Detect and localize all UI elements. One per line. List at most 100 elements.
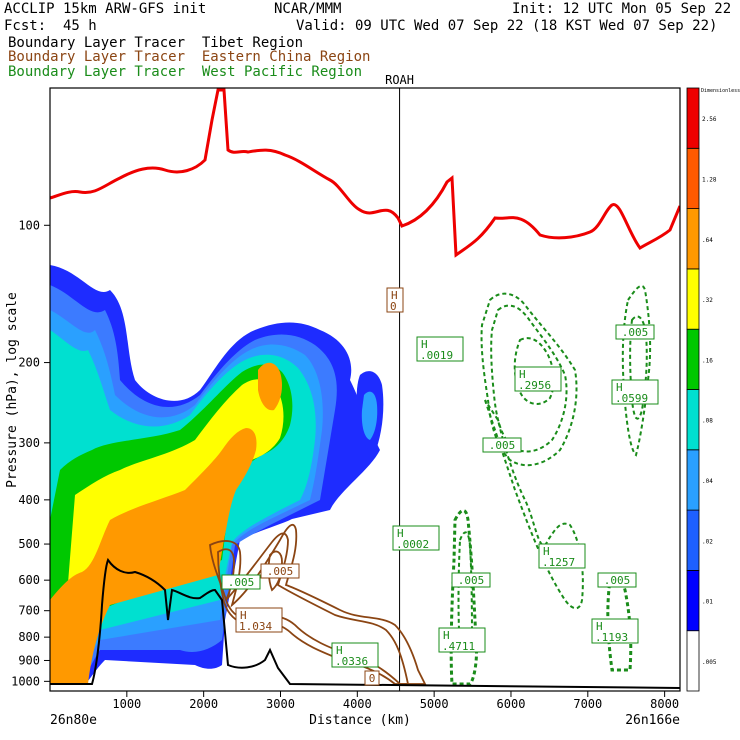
contour-label-box xyxy=(260,563,300,579)
contour-label-box xyxy=(591,618,639,644)
contour-label-box xyxy=(438,627,486,653)
contour-label: H.2956 xyxy=(514,366,562,392)
x-tick-label: 3000 xyxy=(266,697,295,711)
tibet-tracer-contours xyxy=(50,265,384,684)
contour-label-value: .005 xyxy=(622,326,649,339)
x-tick-label: 5000 xyxy=(420,697,449,711)
x-tick-label: 6000 xyxy=(497,697,526,711)
contour-label-box xyxy=(392,525,440,551)
contour-label: .005 xyxy=(615,324,655,340)
y-tick-label: 300 xyxy=(18,436,40,450)
tracer-upper-orange xyxy=(258,362,282,411)
contour-label-h: H xyxy=(596,620,603,633)
contour-label-value: .2956 xyxy=(518,379,551,392)
colorbar-level-label: .04 xyxy=(702,478,713,485)
terrain-line xyxy=(50,557,681,689)
contour-label-box xyxy=(364,670,380,686)
y-tick-label: 900 xyxy=(18,653,40,667)
init-time: Init: 12 UTC Mon 05 Sep 22 xyxy=(512,1,732,17)
contour-label-h: H xyxy=(519,368,526,381)
contour-label-h: H xyxy=(240,609,247,622)
y-tick-label: 200 xyxy=(18,356,40,370)
contour-label: H.0002 xyxy=(392,525,440,551)
plot-frame xyxy=(49,87,681,692)
colorbar-level-label: 2.56 xyxy=(702,116,717,123)
contour-label-value: .005 xyxy=(489,439,516,452)
contour-label: H.0019 xyxy=(416,336,464,362)
contour-label: 0 xyxy=(364,670,380,686)
contour-label-box xyxy=(482,437,522,453)
x-end-label: 26n166e xyxy=(625,713,680,728)
colorbar-segment xyxy=(686,389,700,451)
colorbar-segment xyxy=(686,208,700,270)
y-tick-label: 400 xyxy=(18,493,40,507)
colorbar-segment xyxy=(686,509,700,571)
contour-label-value: .005 xyxy=(228,576,255,589)
contour-label-value: .1257 xyxy=(542,556,575,569)
contour-label-box xyxy=(611,379,659,405)
contour-label: .005 xyxy=(260,563,300,579)
x-start-label: 26n80e xyxy=(50,713,97,728)
contour-label-box xyxy=(416,336,464,362)
contour-label: H.4711 xyxy=(438,627,486,653)
contour-label: H.1257 xyxy=(538,543,586,569)
contour-label-box xyxy=(386,287,404,313)
contour-label-value: .005 xyxy=(458,574,485,587)
center-label: NCAR/MMM xyxy=(274,1,342,17)
valid-time: Valid: 09 UTC Wed 07 Sep 22 (18 KST Wed … xyxy=(296,18,718,34)
contour-label-value: .005 xyxy=(267,565,294,578)
contour-label-box xyxy=(615,324,655,340)
roah-label: ROAH xyxy=(385,73,414,87)
contour-label-box xyxy=(221,574,261,590)
colorbar-segment xyxy=(686,87,700,149)
contour-label-value: .1193 xyxy=(595,631,628,644)
y-tick-label: 100 xyxy=(18,218,40,232)
contour-label: H0 xyxy=(386,287,404,313)
colorbar-segment xyxy=(686,630,700,692)
y-tick-label: 500 xyxy=(18,537,40,551)
legend-west-pacific: Boundary Layer Tracer West Pacific Regio… xyxy=(8,64,363,80)
contour-label-h: H xyxy=(336,644,343,657)
colorbar-level-label: .16 xyxy=(702,357,713,364)
contour-label-value: .4711 xyxy=(442,640,475,653)
y-axis-label: Pressure (hPa), log scale xyxy=(5,292,20,488)
y-tick-label: 1000 xyxy=(11,674,40,688)
contour-label-h: H xyxy=(616,381,623,394)
contour-label-value: .005 xyxy=(604,574,631,587)
colorbar-segment xyxy=(686,570,700,632)
colorbar-level-label: .02 xyxy=(702,538,713,545)
colorbar: .005 .01 .02 .04 .08 .16 .32 .64 1.28 2.56 Dimensi… xyxy=(686,87,740,692)
contour-label: H1.034 xyxy=(235,607,283,633)
colorbar-level-label: .01 xyxy=(702,599,713,606)
y-tick-label: 800 xyxy=(18,630,40,644)
x-axis: 1000 2000 3000 4000 5000 6000 7000 8000 xyxy=(112,691,679,711)
x-axis-label: Distance (km) xyxy=(309,713,411,728)
contour-label: .005 xyxy=(451,572,491,588)
colorbar-segment xyxy=(686,268,700,330)
colorbar-segment xyxy=(686,147,700,210)
contour-label: .005 xyxy=(221,574,261,590)
colorbar-level-label: .08 xyxy=(702,418,713,425)
contour-label-box xyxy=(451,572,491,588)
colorbar-segment xyxy=(686,449,700,511)
contour-label-value: 0 xyxy=(390,300,397,313)
contour-label-value: .0599 xyxy=(615,392,648,405)
y-tick-label: 600 xyxy=(18,573,40,587)
contour-label-h: H xyxy=(397,527,404,540)
y-tick-label: 700 xyxy=(18,604,40,618)
contour-label: H.0599 xyxy=(611,379,659,405)
colorbar-level-label: 1.28 xyxy=(702,176,717,183)
contour-label-h: H xyxy=(443,629,450,642)
contour-label-value: 0 xyxy=(369,672,376,685)
contour-label-h: H xyxy=(421,338,428,351)
contour-label-box xyxy=(538,543,586,569)
contour-label: .005 xyxy=(597,572,637,588)
contour-label: .005 xyxy=(482,437,522,453)
x-tick-label: 2000 xyxy=(189,697,218,711)
colorbar-level-label: .64 xyxy=(702,237,713,244)
colorbar-level-label: .005 xyxy=(702,659,717,666)
x-tick-label: 8000 xyxy=(650,697,679,711)
contour-label-h: H xyxy=(543,545,550,558)
contour-label: H.0336 xyxy=(331,642,379,668)
